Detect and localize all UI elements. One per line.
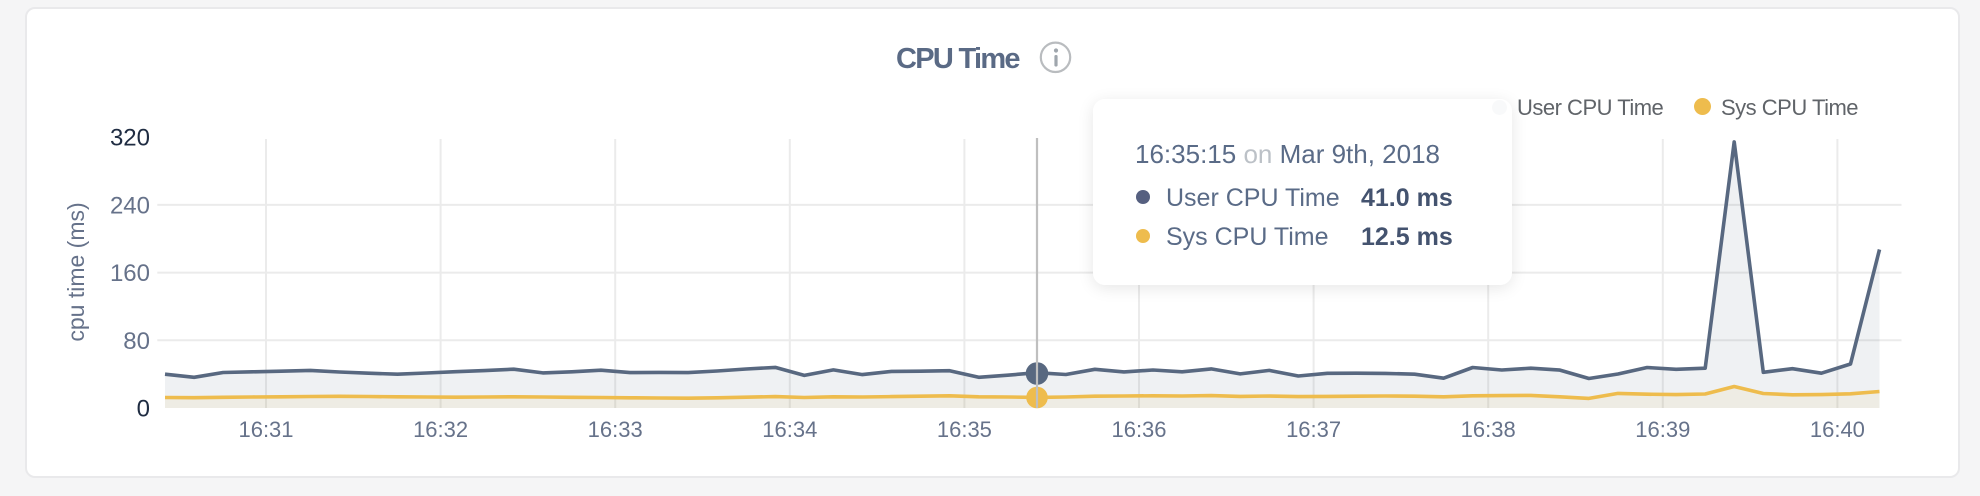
svg-text:16:39: 16:39 (1635, 417, 1690, 442)
svg-text:16:34: 16:34 (762, 417, 817, 442)
svg-text:16:36: 16:36 (1111, 417, 1166, 442)
svg-text:16:33: 16:33 (588, 417, 643, 442)
svg-text:0: 0 (137, 396, 150, 423)
svg-text:16:37: 16:37 (1286, 417, 1341, 442)
svg-text:16:40: 16:40 (1810, 417, 1865, 442)
svg-text:16:38: 16:38 (1461, 417, 1516, 442)
svg-text:160: 160 (110, 260, 150, 287)
svg-text:16:35: 16:35 (937, 417, 992, 442)
svg-text:80: 80 (123, 328, 150, 355)
svg-text:cpu time (ms): cpu time (ms) (63, 202, 89, 341)
svg-text:240: 240 (110, 192, 150, 219)
svg-text:320: 320 (110, 125, 150, 152)
svg-text:16:32: 16:32 (413, 417, 468, 442)
svg-text:16:31: 16:31 (238, 417, 293, 442)
